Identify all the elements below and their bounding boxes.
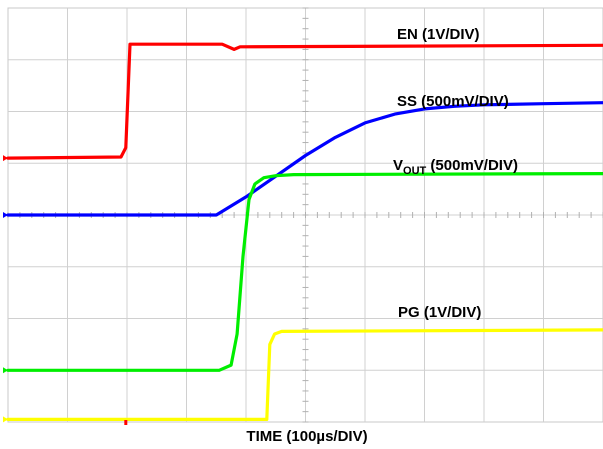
channel-marker-ss: [3, 212, 8, 218]
traces: [3, 42, 603, 425]
trigger-marker: [124, 420, 128, 425]
trace-label-pg: PG (1V/DIV): [398, 304, 481, 321]
channel-marker-en: [3, 155, 8, 162]
trace-ss: [6, 101, 603, 217]
grid: [7, 7, 603, 423]
trace-label-vout: VOUT (500mV/DIV): [393, 157, 518, 177]
trace-label-ss: SS (500mV/DIV): [397, 93, 509, 110]
trace-vout: [6, 172, 603, 372]
trace-en: [6, 42, 603, 160]
channel-marker-vout: [3, 367, 8, 374]
trace-pg: [6, 328, 603, 421]
x-axis-label: TIME (100µs/DIV): [246, 428, 367, 445]
labels: EN (1V/DIV) SS (500mV/DIV) VOUT (500mV/DIV…: [393, 26, 518, 321]
channel-marker-pg: [3, 416, 8, 423]
trace-label-en: EN (1V/DIV): [397, 26, 480, 43]
